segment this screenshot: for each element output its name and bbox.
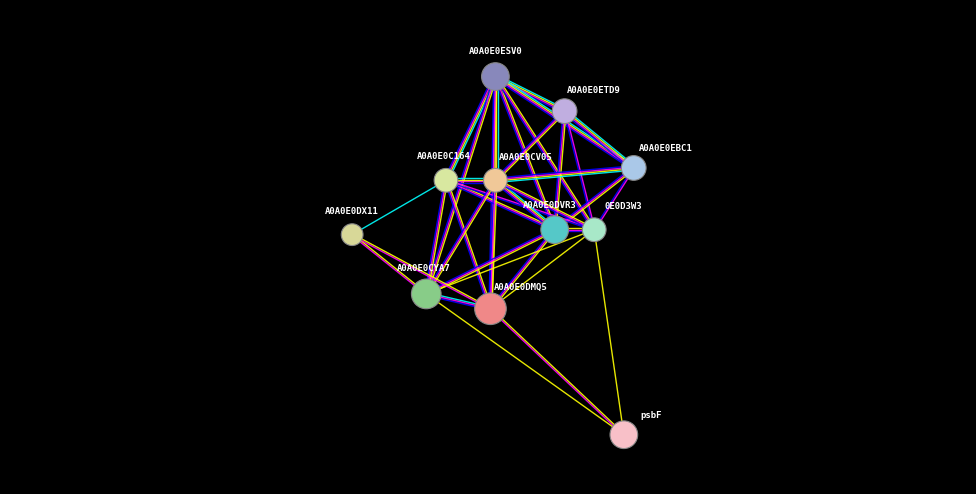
- Text: A0A0E0DVR3: A0A0E0DVR3: [523, 201, 577, 210]
- Text: A0A0E0C164: A0A0E0C164: [417, 152, 470, 161]
- Circle shape: [412, 279, 441, 309]
- Circle shape: [342, 224, 363, 246]
- Text: psbF: psbF: [640, 411, 662, 420]
- Text: A0A0E0EBC1: A0A0E0EBC1: [639, 144, 693, 153]
- Circle shape: [483, 168, 508, 192]
- Text: A0A0E0DX11: A0A0E0DX11: [325, 207, 379, 216]
- Text: A0A0E0CV05: A0A0E0CV05: [499, 153, 553, 162]
- Circle shape: [434, 168, 458, 192]
- Circle shape: [481, 63, 509, 90]
- Text: A0A0E0DMQ5: A0A0E0DMQ5: [494, 283, 548, 292]
- Circle shape: [610, 421, 637, 449]
- Text: A0A0E0CYA7: A0A0E0CYA7: [397, 264, 451, 273]
- Circle shape: [622, 156, 646, 180]
- Circle shape: [552, 99, 577, 124]
- Circle shape: [583, 218, 606, 242]
- Text: A0A0E0ESV0: A0A0E0ESV0: [468, 47, 522, 56]
- Text: 0E0D3W3: 0E0D3W3: [604, 202, 641, 211]
- Circle shape: [541, 216, 569, 244]
- Text: A0A0E0ETD9: A0A0E0ETD9: [567, 86, 621, 95]
- Circle shape: [474, 293, 507, 325]
